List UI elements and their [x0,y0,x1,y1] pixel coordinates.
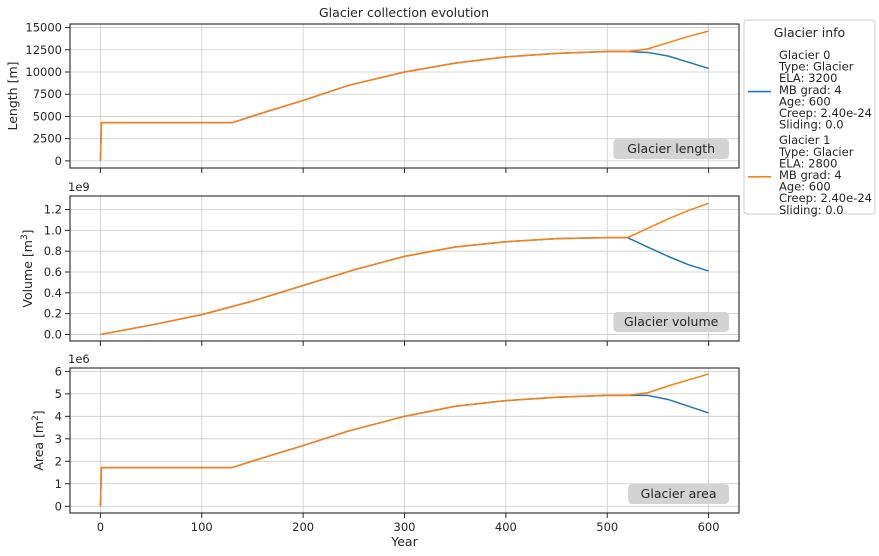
legend-entry-line: MB grad: 4 [779,83,842,97]
x-tick-label: 400 [495,520,517,534]
legend-entry-line: Creep: 2.40e-24 [779,191,872,205]
y-tick-label: 2500 [33,132,62,146]
legend-entry-line: ELA: 2800 [779,156,837,170]
legend-entry-line: Sliding: 0.0 [779,203,844,217]
x-tick-label: 200 [292,520,314,534]
panel-length: 0 2500 5000 7500 10000 12500 15000 Length [m] Gl… [5,21,740,173]
x-tick-label: 0 [97,520,104,534]
legend-entry-line: MB grad: 4 [779,168,842,182]
panel-badge-label: Glacier length [627,141,715,156]
y-axis-label: Area [m2] [31,410,46,470]
series-line-1 [99,373,709,507]
y-tick-label: 10000 [25,65,62,79]
y-axis-label: Volume [m3] [20,229,35,307]
panel-badge [628,484,729,504]
panel-badge-label: Glacier area [641,486,717,501]
axis-multiplier: 1e6 [68,352,90,366]
panel-badge [613,139,729,159]
y-tick-label: 2 [55,454,62,468]
y-tick-label: 15000 [25,21,62,35]
x-tick-label: 500 [596,520,618,534]
x-tick-label: 600 [698,520,720,534]
legend-entry-line: Glacier 1 [779,133,830,147]
legend-entry-line: ELA: 3200 [779,71,837,85]
legend-entry-line: Type: Glacier [778,60,854,74]
legend-entry-line: Type: Glacier [778,145,854,159]
legend-entry-line: Creep: 2.40e-24 [779,106,872,120]
y-tick-label: 1 [55,477,62,491]
y-tick-label: 3 [55,432,62,446]
y-tick-label: 7500 [33,87,62,101]
panel-badge [613,312,729,332]
y-tick-label: 6 [55,364,62,378]
series-line-1 [100,202,709,336]
panel-volume: 0.0 0.2 0.4 0.6 0.8 1.0 1.2 1e9 Volume [m3] Glaci… [20,180,740,346]
legend-entry-line: Age: 600 [779,180,831,194]
y-tick-label: 0.8 [44,244,62,258]
x-axis-label: Year [390,534,418,549]
panel-badge-label: Glacier volume [624,314,719,329]
legend-box [743,19,876,215]
y-tick-label: 0.4 [44,286,62,300]
x-tick-label: 100 [191,520,213,534]
y-tick-label: 0 [55,499,62,513]
y-tick-label: 1.2 [44,203,62,217]
y-tick-label: 12500 [25,43,62,57]
legend-entry-line: Age: 600 [779,94,831,108]
legend-entry-line: Sliding: 0.0 [779,118,844,132]
y-tick-label: 0 [55,154,62,168]
y-tick-label: 4 [55,409,62,423]
y-tick-label: 0.6 [44,265,62,279]
y-tick-label: 1.0 [44,223,62,237]
legend-title: Glacier info [774,25,845,40]
y-axis-label: Length [m] [5,61,20,130]
axis-multiplier: 1e9 [68,180,90,194]
y-tick-label: 5000 [33,109,62,123]
series-line-1 [99,30,709,161]
y-tick-label: 0.2 [44,307,62,321]
x-tick-label: 300 [394,520,416,534]
chart-title: Glacier collection evolution [319,5,489,20]
panel-area: 0 1 2 3 4 5 6 0 100 200 300 400 500 600 1e6 Area [m2] Ye… [31,352,740,549]
y-tick-label: 5 [55,387,62,401]
y-tick-label: 0.0 [44,327,62,341]
legend-entry-line: Glacier 0 [779,48,830,62]
